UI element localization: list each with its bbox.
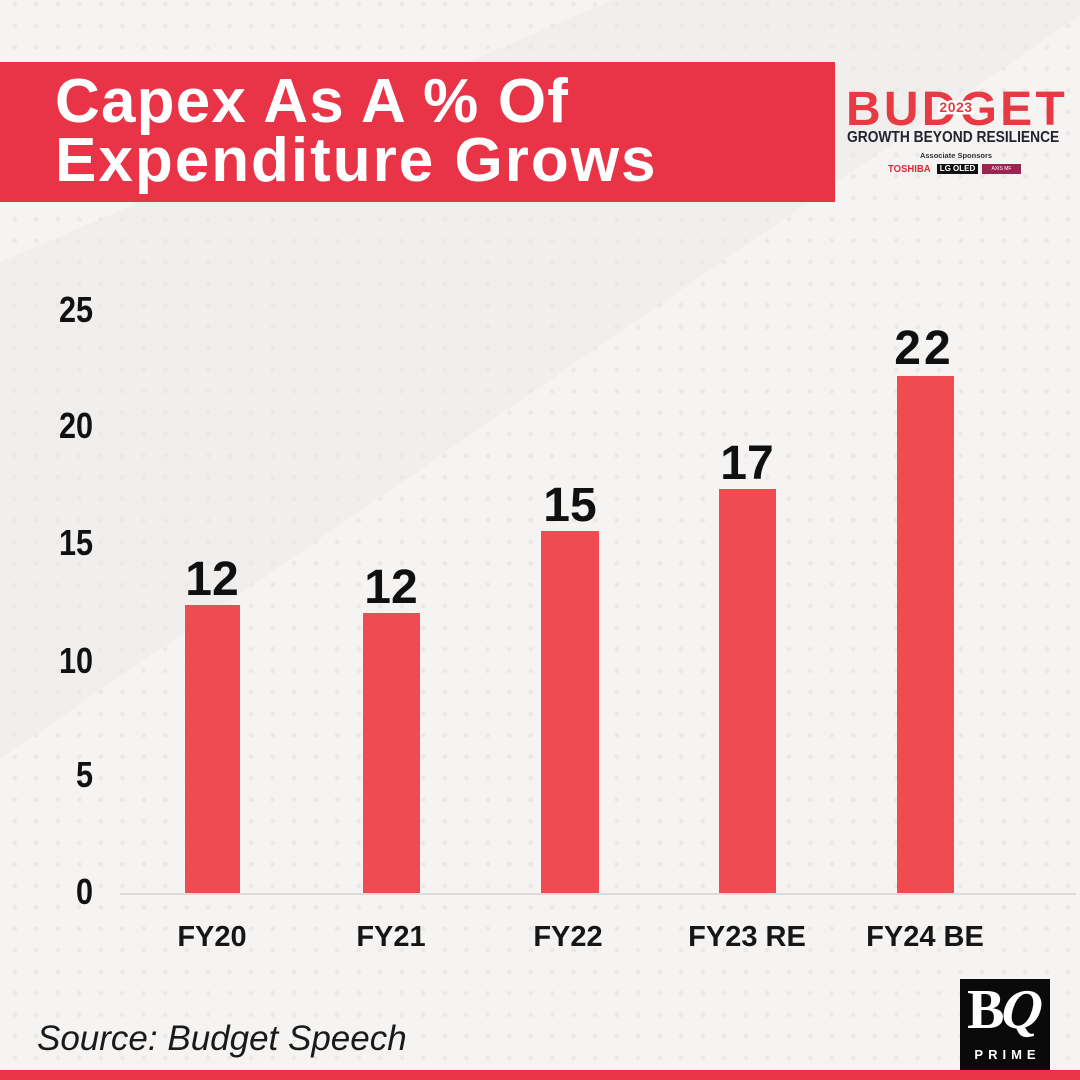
svg-text:2023: 2023 (939, 99, 972, 115)
svg-text:2023: 2023 (939, 99, 972, 115)
